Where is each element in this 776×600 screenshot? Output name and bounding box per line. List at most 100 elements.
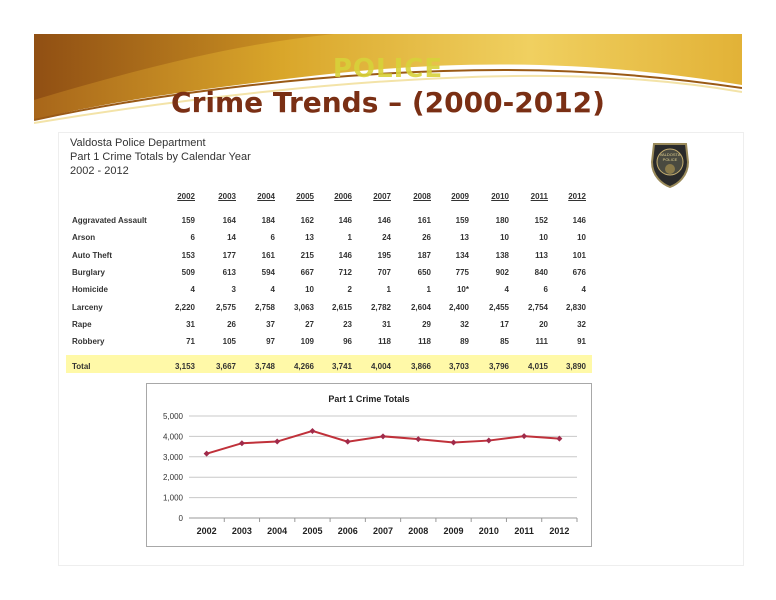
table-cell: 4 <box>504 285 509 294</box>
y-tick-label: 0 <box>179 514 184 523</box>
table-cell: 2,782 <box>370 303 391 312</box>
table-row-label: Burglary <box>72 268 105 277</box>
table-cell: 1 <box>426 285 431 294</box>
table-cell: 96 <box>343 337 352 346</box>
chart-title: Part 1 Crime Totals <box>328 394 410 404</box>
title-banner-swoosh <box>34 34 742 124</box>
table-year-header: 2002 <box>177 192 195 201</box>
table-cell: 1 <box>386 285 391 294</box>
data-point-marker <box>521 433 528 440</box>
data-point-marker <box>344 438 351 445</box>
table-cell: 775 <box>455 268 469 277</box>
table-row-label: Aggravated Assault <box>72 216 147 225</box>
table-cell: 97 <box>266 337 275 346</box>
slide-title: Crime Trends – (2000-2012) <box>171 86 605 119</box>
table-year-header: 2011 <box>530 192 548 201</box>
table-cell: 71 <box>186 337 195 346</box>
table-cell: 2,615 <box>331 303 352 312</box>
data-point-marker <box>309 427 316 434</box>
police-badge-icon: VALDOSTA POLICE <box>650 143 690 188</box>
table-cell: 3 <box>231 285 236 294</box>
table-cell: 111 <box>535 337 548 346</box>
table-cell: 3,890 <box>565 362 586 371</box>
table-cell: 152 <box>534 216 548 225</box>
crime-totals-chart: Part 1 Crime Totals 0 1,000 2,000 3,000 4,00… <box>146 383 592 547</box>
table-cell: 146 <box>377 216 391 225</box>
table-year-header: 2004 <box>257 192 275 201</box>
table-cell: 594 <box>261 268 275 277</box>
table-cell: 6 <box>190 233 195 242</box>
table-cell: 840 <box>534 268 548 277</box>
table-year-header: 2008 <box>413 192 431 201</box>
table-cell: 6 <box>270 233 275 242</box>
table-cell: 177 <box>222 251 236 260</box>
table-cell: 164 <box>222 216 236 225</box>
x-tick-label: 2009 <box>444 526 464 536</box>
y-tick-label: 4,000 <box>163 432 184 441</box>
table-cell: 153 <box>181 251 195 260</box>
x-tick-label: 2010 <box>479 526 499 536</box>
data-point-marker <box>556 435 563 442</box>
x-tick-label: 2003 <box>232 526 252 536</box>
table-cell: 509 <box>181 268 195 277</box>
table-cell: 37 <box>266 320 275 329</box>
table-cell: 118 <box>418 337 431 346</box>
table-row-label: Robbery <box>72 337 105 346</box>
table-cell: 162 <box>300 216 314 225</box>
table-row-label: Homicide <box>72 285 109 294</box>
table-cell: 187 <box>417 251 431 260</box>
table-cell: 3,741 <box>331 362 352 371</box>
table-row-label: Arson <box>72 233 96 242</box>
table-cell: 2,575 <box>215 303 236 312</box>
table-cell: 13 <box>460 233 469 242</box>
table-cell: 195 <box>377 251 391 260</box>
table-cell: 91 <box>577 337 586 346</box>
table-cell: 712 <box>338 268 352 277</box>
report-subtitle: Part 1 Crime Totals by Calendar Year <box>70 151 251 163</box>
table-cell: 101 <box>572 251 586 260</box>
table-cell: 146 <box>338 216 352 225</box>
table-cell: 215 <box>300 251 314 260</box>
table-cell: 138 <box>495 251 509 260</box>
table-cell: 146 <box>338 251 352 260</box>
table-cell: 24 <box>382 233 391 242</box>
y-tick-label: 3,000 <box>163 453 184 462</box>
table-cell: 3,703 <box>448 362 469 371</box>
data-point-marker <box>380 433 386 440</box>
x-tick-label: 2004 <box>267 526 287 536</box>
table-row-label: Total <box>72 362 91 371</box>
table-cell: 20 <box>539 320 548 329</box>
table-cell: 3,748 <box>254 362 275 371</box>
table-cell: 23 <box>343 320 352 329</box>
table-year-header: 2012 <box>568 192 586 201</box>
table-cell: 134 <box>455 251 469 260</box>
data-point-marker <box>415 436 422 443</box>
year-range: 2002 - 2012 <box>70 165 129 177</box>
chart-plot: 0 1,000 2,000 3,000 4,000 5,000 2002 2003 2004 20… <box>163 412 578 536</box>
table-cell: 4 <box>270 285 275 294</box>
y-tick-label: 2,000 <box>163 473 184 482</box>
table-cell: 10 <box>305 285 314 294</box>
data-point-marker <box>485 437 492 444</box>
data-point-marker <box>274 438 281 445</box>
table-year-header: 2003 <box>218 192 236 201</box>
table-year-header: 2009 <box>451 192 469 201</box>
table-cell: 105 <box>222 337 236 346</box>
table-cell: 676 <box>572 268 586 277</box>
x-tick-label: 2002 <box>197 526 217 536</box>
table-cell: 29 <box>422 320 431 329</box>
table-cell: 667 <box>300 268 314 277</box>
table-cell: 31 <box>382 320 391 329</box>
x-tick-label: 2012 <box>549 526 569 536</box>
table-cell: 89 <box>460 337 469 346</box>
x-tick-label: 2005 <box>302 526 322 536</box>
table-cell: 2,400 <box>448 303 469 312</box>
table-year-header: 2005 <box>296 192 314 201</box>
data-point-marker <box>203 450 210 457</box>
table-row-label: Larceny <box>72 303 103 312</box>
data-point-marker <box>238 440 245 447</box>
table-cell: 2,754 <box>527 303 548 312</box>
table-cell: 109 <box>300 337 314 346</box>
table-cell: 10* <box>456 285 469 294</box>
table-cell: 10 <box>539 233 548 242</box>
